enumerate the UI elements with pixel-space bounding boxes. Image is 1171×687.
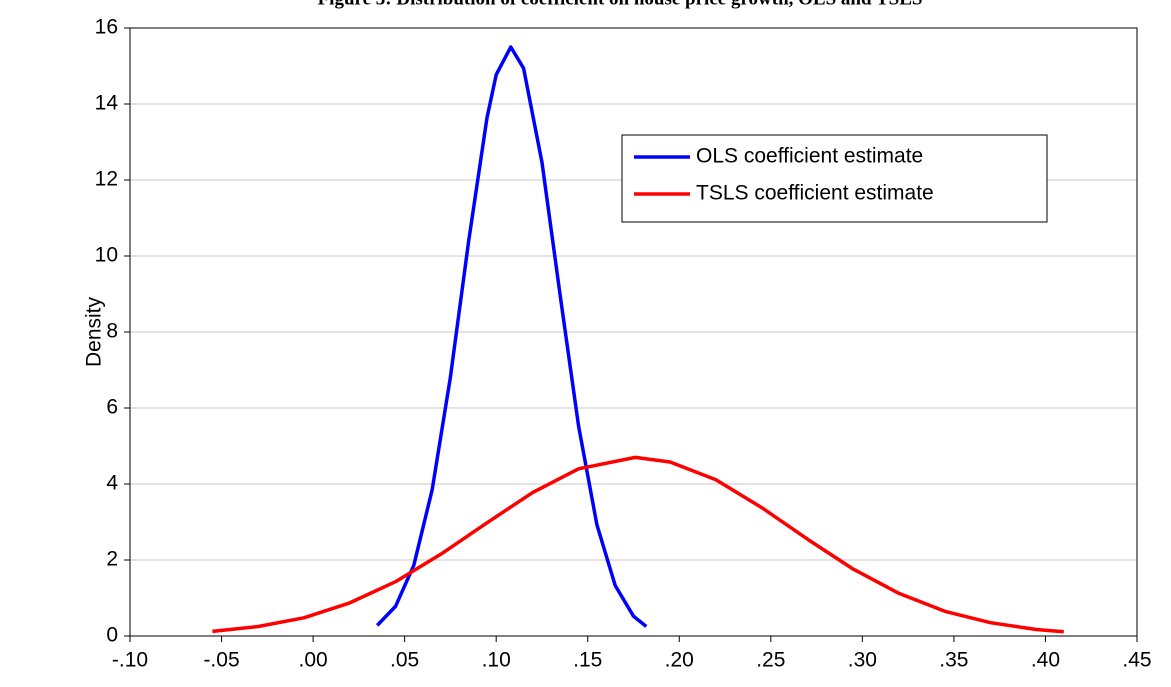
- chart-title: Figure 3: Distribution of coefficient on…: [318, 0, 923, 9]
- x-tick-label: -.10: [112, 649, 148, 672]
- y-tick-label: 10: [95, 244, 118, 267]
- legend-label: TSLS coefficient estimate: [696, 182, 934, 205]
- x-tick-label: .10: [482, 649, 511, 672]
- y-tick-label: 12: [95, 168, 118, 191]
- y-tick-label: 2: [106, 548, 118, 571]
- plot-frame: [129, 27, 1138, 637]
- y-tick-label: 8: [106, 320, 118, 343]
- x-tick-label: -.05: [203, 649, 239, 672]
- x-tick-label: .25: [756, 649, 785, 672]
- legend-label: OLS coefficient estimate: [696, 145, 923, 168]
- x-tick-label: .45: [1122, 649, 1151, 672]
- y-tick-label: 0: [106, 624, 118, 647]
- y-tick-label: 14: [95, 92, 119, 115]
- x-tick-label: .00: [298, 649, 327, 672]
- y-tick-label: 16: [95, 16, 118, 39]
- line: [375, 45, 648, 628]
- x-tick-label: .15: [573, 649, 602, 672]
- y-tick-label: 6: [106, 396, 118, 419]
- x-tick-label: .20: [665, 649, 694, 672]
- x-tick-label: .30: [848, 649, 877, 672]
- y-axis-label: Density: [83, 296, 106, 367]
- y-tick-label: 4: [106, 472, 118, 495]
- x-tick-label: .35: [939, 649, 968, 672]
- line: [212, 455, 1064, 634]
- x-tick-label: .05: [390, 649, 419, 672]
- legend-box: [621, 134, 1048, 223]
- x-tick-label: .40: [1031, 649, 1060, 672]
